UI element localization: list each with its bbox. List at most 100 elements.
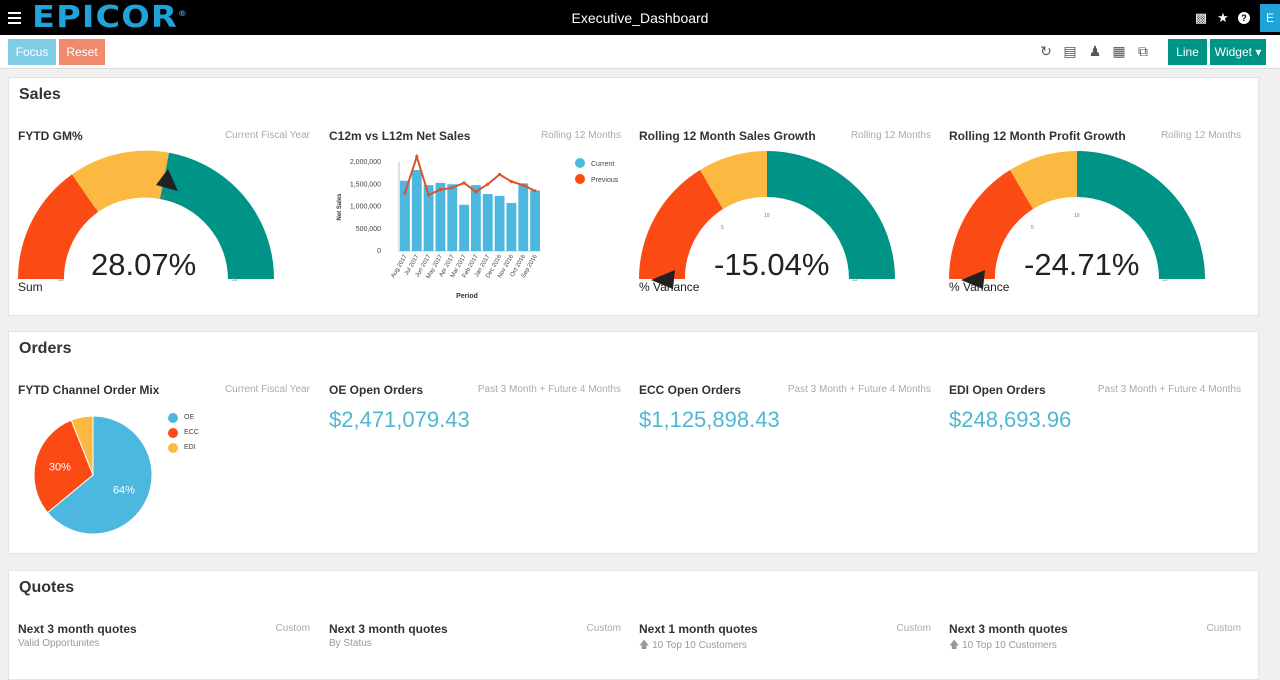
gauge-tick: 28 [160,195,166,201]
bar [435,182,446,251]
gauge-needle [156,169,178,191]
widget-note: By Status [329,638,372,649]
line-point [462,181,466,185]
svg-text:10: 10 [764,213,770,219]
gauge-value: -15.04% [714,247,830,282]
page-title: Executive_Dashboard [571,10,709,26]
line-point [415,155,419,159]
logo-text: EPICOR [32,0,178,35]
channel-mix-widget[interactable]: FYTD Channel Order Mix Current Fiscal Ye… [18,383,310,543]
gauge-value: 28.07% [91,247,197,282]
y-tick-label: 2,000,000 [350,159,381,166]
legend-dot-previous [575,174,585,184]
widget-title: C12m vs L12m Net Sales [329,129,471,143]
pie-legend: OE ECC EDI [168,410,199,455]
legend-item: OE [168,410,199,425]
quotes-widget-4[interactable]: Next 3 month quotes Custom 🡅 10 Top 10 C… [949,622,1241,662]
widget-title: Next 3 month quotes [329,622,448,636]
avatar[interactable]: E [1260,3,1280,32]
widget-title: FYTD Channel Order Mix [18,383,160,397]
bar [530,190,540,251]
widget-button[interactable]: Widget ▾ [1210,39,1266,65]
widget-title: Next 3 month quotes [18,622,137,636]
gm-gauge: 15 15 28 50 [18,150,275,283]
star-icon[interactable]: ★ [1217,9,1229,25]
menu-icon[interactable] [8,11,30,24]
line-button[interactable]: Line [1168,39,1207,65]
widget-title: Rolling 12 Month Profit Growth [949,129,1126,143]
widget-subtitle: Rolling 12 Months [1160,130,1241,141]
panel-title: Sales [19,86,61,103]
orders-panel: Orders FYTD Channel Order Mix Current Fi… [8,331,1259,554]
widget-subtitle: Custom [586,623,621,634]
gauge-needle [651,270,675,289]
net-sales-widget[interactable]: C12m vs L12m Net Sales Rolling 12 Months… [329,129,621,304]
line-point [403,191,407,195]
legend-dot-current [575,158,585,168]
svg-text:0: 0 [677,272,680,278]
panel-title: Orders [19,340,72,357]
gauge-segment-teal [160,152,275,279]
svg-text:5: 5 [721,225,724,231]
bar [506,202,517,251]
pie-slice [46,415,153,535]
epicor-logo[interactable]: EPICOR® [32,0,188,35]
widget-title: EDI Open Orders [949,383,1046,397]
quotes-widget-1[interactable]: Next 3 month quotes Custom Valid Opportu… [18,622,310,662]
y-tick-label: 1,000,000 [350,204,381,211]
reset-button[interactable]: Reset [59,39,105,65]
print-icon[interactable]: ▤ [1063,43,1077,59]
widget-title: Rolling 12 Month Sales Growth [639,129,816,143]
widget-subtitle: Current Fiscal Year [224,384,310,395]
quotes-panel: Quotes Next 3 month quotes Custom Valid … [8,570,1259,680]
bar [471,185,481,251]
widget-subtitle: Past 3 Month + Future 4 Months [787,384,931,395]
sales-growth-gauge: 0 5 10 15 [639,151,895,289]
line-point [533,189,537,193]
widget-title: OE Open Orders [329,383,424,397]
chat-icon[interactable]: ▩ [1194,9,1208,25]
profit-growth-widget[interactable]: Rolling 12 Month Profit Growth Rolling 1… [949,129,1241,299]
ecc-amount: $1,125,898.43 [639,407,780,432]
sales-growth-widget[interactable]: Rolling 12 Month Sales Growth Rolling 12… [639,129,931,299]
widget-note: Valid Opportunites [18,638,100,649]
edi-orders-widget[interactable]: EDI Open Orders Past 3 Month + Future 4 … [949,383,1241,443]
legend-item: ECC [168,425,199,440]
bar [423,185,434,251]
ecc-orders-widget[interactable]: ECC Open Orders Past 3 Month + Future 4 … [639,383,931,443]
pie-label: 30% [49,461,71,473]
widget-subtitle: Past 3 Month + Future 4 Months [1097,384,1241,395]
pie-slice [70,415,94,476]
legend-item: EDI [168,440,199,455]
quotes-widget-3[interactable]: Next 1 month quotes Custom 🡅 10 Top 10 C… [639,622,931,662]
focus-button[interactable]: Focus [8,39,56,65]
gauge-label: Sum [18,280,43,294]
y-tick-label: 500,000 [356,226,381,233]
gm-gauge-widget[interactable]: FYTD GM% Current Fiscal Year 15 15 28 50… [18,129,310,299]
line-series-previous [403,153,536,197]
widget-title: Next 1 month quotes [639,622,758,636]
widget-title: FYTD GM% [18,129,83,143]
svg-text:10: 10 [1074,213,1080,219]
gauge-tick: 15 [92,208,98,214]
bar [494,195,505,251]
line-point [426,193,431,197]
oe-orders-widget[interactable]: OE Open Orders Past 3 Month + Future 4 M… [329,383,621,443]
widget-note: 🡅 10 Top 10 Customers [639,640,747,651]
toolbar: Focus Reset ↻ ▤ ♟ ▦ ⧉ Line Widget ▾ [0,35,1280,69]
legend-label-previous: Previous [591,177,619,184]
up-arrow-icon: 🡅 [639,640,650,651]
svg-text:15: 15 [1162,277,1168,283]
refresh-icon[interactable]: ↻ [1040,43,1052,59]
user-icon[interactable]: ♟ [1088,43,1102,59]
quotes-widget-2[interactable]: Next 3 month quotes Custom By Status [329,622,621,662]
copy-icon[interactable]: ⧉ [1138,43,1148,59]
bar [459,204,469,251]
y-axis-label: Net Sales [337,193,343,221]
svg-text:0: 0 [987,272,990,278]
gauge-value: -24.71% [1024,247,1140,282]
help-icon[interactable]: ? [1238,11,1250,24]
trash-icon[interactable]: ▦ [1112,43,1126,59]
gauge-label: % Variance [639,280,700,294]
